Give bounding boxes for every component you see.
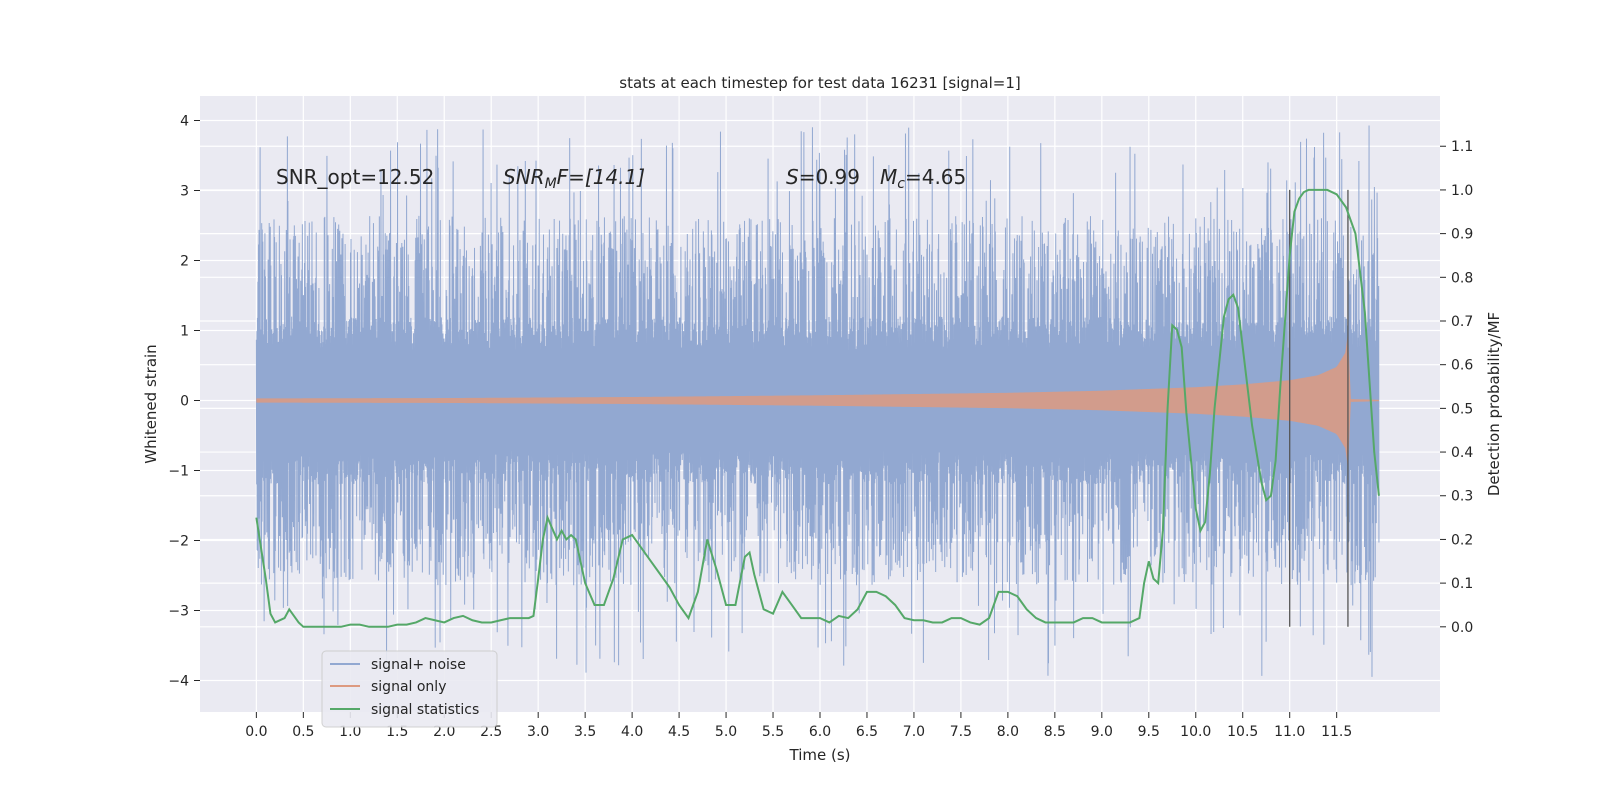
x-tick-label-22: 11.0	[1274, 724, 1305, 740]
left-tick-label-3: −1	[168, 464, 189, 480]
left-tick-label-7: 3	[180, 184, 189, 200]
x-tick-label-7: 3.5	[574, 724, 596, 740]
x-tick-label-8: 4.0	[621, 724, 643, 740]
signal-plus-noise-series	[255, 125, 1380, 677]
x-axis-ticks: 0.0 0.5 1.0 1.5 2.0 2.5 3.0 3.5 4.0 4.5 5.0 5.5 6.0 6…	[245, 712, 1352, 740]
left-axis-ticks: −4 −3 −2 −1 0 1 2 3 4	[168, 114, 200, 690]
left-tick-label-8: 4	[180, 114, 189, 130]
y-axis-left-label: Whitened strain	[142, 344, 160, 463]
right-tick-label-2: 0.2	[1451, 532, 1473, 548]
legend-label-signal-statistics: signal statistics	[371, 702, 479, 718]
x-tick-label-1: 0.5	[292, 724, 314, 740]
legend: signal+ noise signal only signal statist…	[321, 650, 498, 728]
x-tick-label-21: 10.5	[1227, 724, 1258, 740]
right-tick-label-5: 0.5	[1451, 401, 1473, 417]
annotation-chirp-mass: Mc=4.65	[880, 165, 966, 192]
x-tick-label-19: 9.5	[1138, 724, 1160, 740]
y-axis-right-label: Detection probability/MF	[1485, 312, 1503, 496]
right-tick-label-11: 1.1	[1451, 139, 1473, 155]
right-tick-label-4: 0.4	[1451, 445, 1473, 461]
x-tick-label-13: 6.5	[856, 724, 878, 740]
x-tick-label-6: 3.0	[527, 724, 549, 740]
x-tick-label-2: 1.0	[339, 724, 361, 740]
right-tick-label-9: 0.9	[1451, 227, 1473, 243]
signal-only-series	[256, 330, 1379, 471]
right-tick-label-6: 0.6	[1451, 358, 1473, 374]
left-tick-label-0: −4	[168, 674, 189, 690]
right-tick-label-3: 0.3	[1451, 489, 1473, 505]
x-tick-label-3: 1.5	[386, 724, 408, 740]
left-tick-label-2: −2	[168, 534, 189, 550]
x-tick-label-5: 2.5	[480, 724, 502, 740]
left-tick-label-6: 2	[180, 254, 189, 270]
x-tick-label-16: 8.0	[997, 724, 1019, 740]
right-tick-label-8: 0.8	[1451, 270, 1473, 286]
legend-label-signal-only: signal only	[371, 679, 446, 695]
x-tick-label-14: 7.0	[903, 724, 925, 740]
x-tick-label-10: 5.0	[715, 724, 737, 740]
annotation-statistic: S=0.99	[786, 165, 860, 189]
x-tick-label-0: 0.0	[245, 724, 267, 740]
legend-label-signal-plus-noise: signal+ noise	[371, 657, 466, 673]
legend-box	[321, 650, 498, 728]
right-tick-label-0: 0.0	[1451, 620, 1473, 636]
right-tick-label-10: 1.0	[1451, 183, 1473, 199]
x-tick-label-11: 5.5	[762, 724, 784, 740]
x-tick-label-12: 6.0	[809, 724, 831, 740]
annotation-snr-mf: SNRMF=[14.1]	[503, 165, 645, 192]
left-tick-label-1: −3	[168, 604, 189, 620]
left-tick-label-5: 1	[180, 324, 189, 340]
right-axis-ticks: 0.0 0.1 0.2 0.3 0.4 0.5 0.6 0.7 0.8 0.9 1.0 1.1	[1440, 139, 1473, 636]
x-tick-label-17: 8.5	[1044, 724, 1066, 740]
x-tick-label-15: 7.5	[950, 724, 972, 740]
signal-statistics-series	[255, 188, 1380, 628]
chart-title: stats at each timestep for test data 162…	[619, 74, 1020, 92]
annotation-snr-opt: SNR_opt=12.52	[276, 165, 434, 189]
x-tick-label-23: 11.5	[1321, 724, 1352, 740]
x-tick-label-4: 2.0	[433, 724, 455, 740]
right-tick-label-1: 0.1	[1451, 576, 1473, 592]
left-tick-label-4: 0	[180, 394, 189, 410]
right-tick-label-7: 0.7	[1451, 314, 1473, 330]
x-tick-label-20: 10.0	[1180, 724, 1211, 740]
x-tick-label-9: 4.5	[668, 724, 690, 740]
x-axis-label: Time (s)	[789, 746, 851, 764]
x-tick-label-18: 9.0	[1091, 724, 1113, 740]
